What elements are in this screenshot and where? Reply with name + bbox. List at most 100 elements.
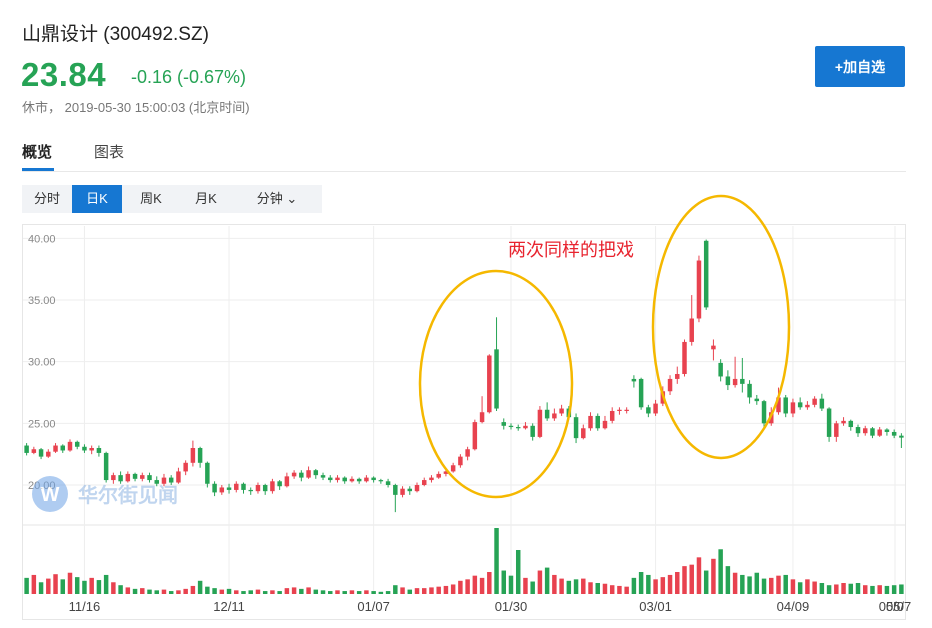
candle [154, 476, 159, 487]
volume-bar [219, 589, 225, 594]
candle [364, 475, 369, 483]
volume-bar [877, 585, 882, 594]
tab-divider [22, 171, 906, 172]
period-monthly-button[interactable]: 月K [195, 191, 217, 206]
candle-body [67, 441, 73, 451]
candle [479, 396, 485, 424]
volume-bar [660, 577, 666, 594]
candle-body [176, 471, 181, 483]
candle [682, 339, 687, 377]
candle-body [284, 476, 290, 487]
volume-bar [429, 587, 434, 594]
volume-bar [349, 590, 355, 594]
candle-body [299, 472, 304, 478]
candle-body [147, 475, 152, 481]
candle-body [31, 449, 37, 453]
candle [168, 475, 174, 485]
volume-bar [378, 591, 384, 594]
volume-bar [646, 574, 651, 594]
candle-body [530, 425, 535, 437]
volume-bar [356, 591, 362, 594]
candle [552, 408, 557, 421]
candle-body [349, 478, 355, 482]
volume-series [24, 528, 904, 594]
candle [646, 404, 651, 418]
candle-body [472, 422, 478, 450]
volume-bar [53, 574, 58, 594]
candle-body [443, 471, 449, 474]
volume-bar [89, 577, 94, 594]
volume-bar [891, 585, 897, 594]
candle-body [537, 409, 543, 437]
candle-body [790, 402, 796, 414]
volume-bar [501, 570, 507, 594]
candle-body [82, 446, 87, 451]
candle [711, 339, 716, 361]
candle [472, 419, 478, 451]
candle [812, 396, 817, 408]
candle [609, 407, 615, 424]
add-to-watchlist-button[interactable]: +加自选 [815, 46, 905, 87]
candle-body [523, 425, 528, 429]
volume-bar [458, 580, 463, 594]
tab-chart[interactable]: 图表 [94, 144, 125, 161]
candle-body [212, 483, 217, 493]
candle-body [168, 477, 174, 483]
tab-overview[interactable]: 概览 [22, 144, 53, 161]
candle-body [255, 485, 261, 492]
x-tick-label: 11/16 [69, 599, 101, 614]
candle [653, 399, 658, 416]
volume-bar [696, 557, 702, 594]
volume-bar [783, 574, 788, 594]
candle-body [74, 441, 80, 447]
candle [234, 481, 239, 493]
volume-bar [74, 577, 80, 594]
candle [429, 475, 434, 483]
candle-body [819, 398, 825, 409]
period-daily-button[interactable]: 日K [72, 185, 122, 213]
stock-price: 23.84 [21, 56, 107, 93]
candle [140, 472, 145, 482]
volume-bar [342, 591, 347, 594]
candle-body [638, 378, 644, 408]
volume-bar [38, 582, 44, 594]
volume-bar [277, 591, 282, 594]
volume-bar [306, 587, 311, 594]
y-tick-label: 30.00 [28, 357, 56, 369]
candle [342, 476, 347, 484]
volume-bar [870, 585, 875, 594]
candle [899, 433, 904, 448]
candle [335, 475, 340, 483]
candle [226, 483, 232, 494]
candle [197, 446, 203, 468]
candle [834, 420, 839, 442]
period-weekly-button[interactable]: 周K [140, 191, 162, 206]
candle-body [24, 445, 29, 453]
volume-bar [335, 590, 340, 594]
candle [262, 483, 268, 495]
volume-bar [523, 577, 528, 594]
candle-body [38, 449, 44, 457]
candle-body [732, 378, 738, 386]
candle-body [125, 473, 131, 482]
volume-bar [631, 577, 637, 594]
volume-bar [508, 575, 514, 594]
candle [313, 468, 319, 479]
candle-body [667, 378, 673, 392]
candle [255, 482, 261, 494]
candle-body [429, 477, 434, 481]
candle [400, 486, 405, 498]
period-intraday-button[interactable]: 分时 [33, 191, 60, 206]
volume-bar [414, 588, 420, 594]
candle-body [183, 462, 188, 472]
volume-bar [205, 586, 210, 594]
candle-body [515, 427, 521, 429]
period-minute-dropdown[interactable]: 分钟 ⌄ [256, 191, 298, 206]
volume-bar [393, 585, 398, 594]
volume-bar [140, 588, 145, 594]
candle-body [870, 428, 875, 436]
volume-bar [132, 588, 138, 594]
x-tick-label: 12/11 [213, 599, 245, 614]
candle [501, 418, 507, 430]
